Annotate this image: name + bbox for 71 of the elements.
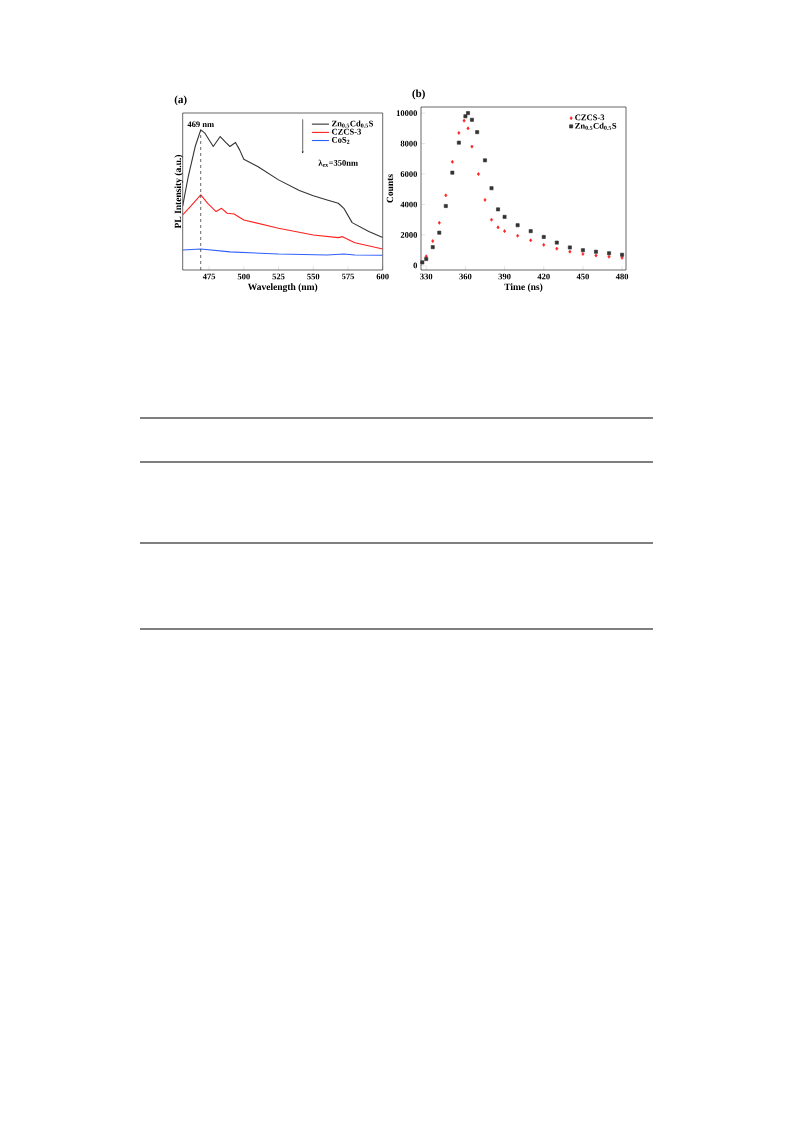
point	[450, 159, 454, 164]
y-tick-label: 2000	[400, 232, 418, 238]
point	[470, 144, 474, 149]
x-tick-label: 475	[202, 273, 216, 280]
point	[594, 253, 598, 258]
legend-label: CZCS-3	[575, 114, 605, 121]
point	[502, 214, 507, 219]
point	[529, 238, 533, 243]
point	[483, 198, 487, 202]
point	[443, 204, 448, 208]
x-tick-label: 600	[376, 273, 389, 280]
point	[470, 117, 474, 122]
point	[555, 246, 559, 251]
chart-title: (a)	[174, 95, 187, 106]
y-tick-label: 8000	[400, 140, 418, 147]
point	[554, 240, 559, 245]
point	[581, 252, 585, 256]
point	[496, 225, 500, 230]
x-axis-title: Wavelength (nm)	[247, 283, 318, 293]
y-tick-label: 4000	[400, 201, 418, 208]
point	[567, 245, 572, 250]
x-tick-label: 390	[498, 273, 511, 280]
y-axis-title: Counts	[386, 174, 394, 203]
legend-label: CZCS-3	[331, 128, 361, 135]
point	[456, 140, 461, 145]
point	[475, 130, 480, 135]
point	[568, 249, 572, 254]
x-tick-label: 575	[341, 273, 355, 280]
point	[463, 114, 468, 119]
x-tick-label: 420	[537, 273, 550, 280]
point	[437, 230, 442, 235]
point	[594, 249, 598, 254]
point	[503, 229, 507, 234]
point	[490, 217, 494, 222]
chart-title: (b)	[412, 89, 425, 100]
legend-label: Zn$_{0.5}$Cd$_{0.5}$S	[575, 122, 617, 130]
y-tick-label: 10000	[396, 110, 418, 116]
point	[444, 193, 448, 198]
annotation: λ$_{ex}$=350nm	[318, 159, 358, 167]
point	[528, 229, 533, 234]
legend-label: Zn$_{0.5}$Cd$_{0.5}$S	[331, 120, 374, 128]
point	[437, 220, 441, 225]
x-axis-title: Time (ns)	[504, 283, 543, 292]
point	[450, 170, 455, 175]
point	[430, 245, 435, 250]
point	[489, 186, 494, 191]
point	[431, 239, 435, 243]
point	[466, 111, 470, 115]
x-tick-label: 525	[272, 273, 285, 280]
x-tick-label: 330	[420, 273, 433, 280]
point	[476, 172, 480, 176]
legend-label: CoS$_{2}$	[331, 136, 350, 144]
point	[515, 223, 520, 228]
x-tick-label: 360	[459, 273, 472, 280]
point	[483, 158, 487, 163]
point	[466, 126, 470, 131]
x-tick-label: 480	[615, 273, 629, 280]
x-tick-label: 550	[307, 273, 320, 280]
y-tick-label: 0	[413, 262, 418, 269]
point	[457, 131, 461, 135]
point	[581, 248, 585, 253]
y-tick-label: 6000	[400, 171, 418, 177]
x-tick-label: 450	[576, 273, 589, 280]
point	[542, 242, 546, 247]
point	[516, 233, 520, 238]
ref-line-label: 469 nm	[187, 121, 214, 128]
point	[462, 118, 466, 123]
x-tick-label: 500	[237, 273, 250, 280]
point	[496, 207, 500, 212]
y-axis-title: PL Intensity (a.u.)	[174, 154, 184, 229]
point	[541, 235, 546, 239]
